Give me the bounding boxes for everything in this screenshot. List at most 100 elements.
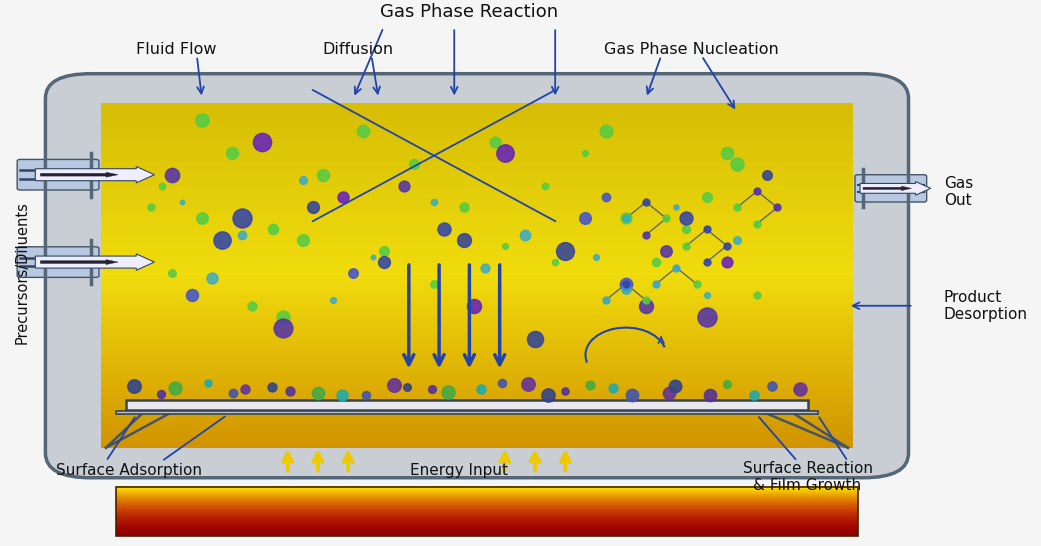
Bar	[117, 520, 858, 521]
Bar	[101, 258, 853, 262]
Bar	[101, 319, 853, 324]
Bar	[117, 489, 858, 490]
Bar	[101, 103, 853, 107]
Bar	[117, 496, 858, 497]
Bar	[101, 254, 853, 259]
Bar	[117, 519, 858, 520]
Bar	[101, 371, 853, 376]
Bar	[117, 497, 858, 498]
Bar	[101, 130, 853, 135]
Bar	[117, 532, 858, 534]
Bar	[117, 512, 858, 513]
Bar	[101, 158, 853, 162]
Bar	[117, 491, 858, 492]
Bar	[101, 233, 853, 238]
Bar	[126, 400, 808, 410]
Bar	[117, 510, 858, 511]
Bar	[117, 515, 858, 517]
Bar	[101, 299, 853, 303]
Bar	[117, 506, 858, 507]
Bar	[117, 508, 858, 509]
Bar	[117, 505, 858, 506]
Bar	[117, 511, 858, 512]
FancyArrow shape	[863, 186, 912, 191]
Bar	[101, 278, 853, 283]
Bar	[101, 405, 853, 410]
Bar	[101, 399, 853, 403]
Bar	[117, 530, 858, 531]
Bar	[101, 351, 853, 355]
Bar	[101, 199, 853, 204]
Bar	[101, 285, 853, 289]
Bar	[117, 520, 858, 521]
Bar	[117, 517, 858, 518]
Bar	[117, 521, 858, 523]
Bar	[101, 282, 853, 286]
Bar	[117, 513, 858, 515]
Bar	[101, 247, 853, 252]
Bar	[101, 209, 853, 214]
Bar	[117, 488, 858, 489]
Bar	[101, 182, 853, 186]
Bar	[117, 507, 858, 508]
FancyArrow shape	[35, 167, 154, 183]
Bar	[117, 522, 858, 523]
Bar	[101, 206, 853, 210]
Bar	[117, 527, 858, 529]
Bar	[101, 168, 853, 173]
Bar	[101, 309, 853, 313]
Bar	[101, 412, 853, 417]
Text: Gas Phase Reaction: Gas Phase Reaction	[380, 3, 558, 21]
Bar	[117, 495, 858, 496]
Bar	[117, 511, 858, 512]
Bar	[101, 416, 853, 420]
Bar	[101, 185, 853, 189]
Bar	[101, 230, 853, 234]
Text: Diffusion: Diffusion	[323, 41, 393, 57]
Bar	[101, 292, 853, 296]
Bar	[117, 490, 858, 491]
Text: Fluid Flow: Fluid Flow	[136, 41, 217, 57]
Bar	[117, 527, 858, 528]
FancyBboxPatch shape	[17, 159, 99, 190]
Bar	[101, 140, 853, 145]
Bar	[117, 503, 858, 505]
Bar	[101, 213, 853, 217]
Bar	[117, 513, 858, 514]
FancyBboxPatch shape	[17, 247, 99, 277]
Bar	[101, 375, 853, 379]
Bar	[117, 516, 858, 517]
Bar	[101, 395, 853, 400]
Bar	[117, 411, 817, 414]
FancyArrow shape	[35, 254, 154, 270]
Bar	[101, 288, 853, 293]
Text: Product
Desorption: Product Desorption	[944, 289, 1027, 322]
Bar	[101, 240, 853, 245]
Bar	[117, 497, 858, 498]
Bar	[101, 203, 853, 207]
Text: Surface Reaction
& Film Growth: Surface Reaction & Film Growth	[742, 461, 872, 494]
Bar	[117, 507, 858, 508]
Bar	[117, 501, 858, 502]
Bar	[101, 419, 853, 424]
Bar	[101, 402, 853, 406]
Bar	[101, 316, 853, 321]
Bar	[101, 364, 853, 369]
Bar	[117, 518, 858, 519]
FancyBboxPatch shape	[46, 74, 909, 478]
Bar	[117, 503, 858, 505]
Bar	[101, 216, 853, 221]
Bar	[117, 500, 858, 501]
Bar	[117, 517, 858, 518]
Bar	[117, 502, 858, 503]
Bar	[101, 385, 853, 389]
Bar	[101, 251, 853, 255]
Bar	[101, 312, 853, 317]
Bar	[117, 488, 858, 489]
Bar	[101, 409, 853, 413]
Bar	[101, 302, 853, 307]
Bar	[117, 509, 858, 510]
Bar	[101, 295, 853, 300]
Text: Precursors/Diluents: Precursors/Diluents	[15, 201, 30, 345]
Bar	[117, 529, 858, 530]
